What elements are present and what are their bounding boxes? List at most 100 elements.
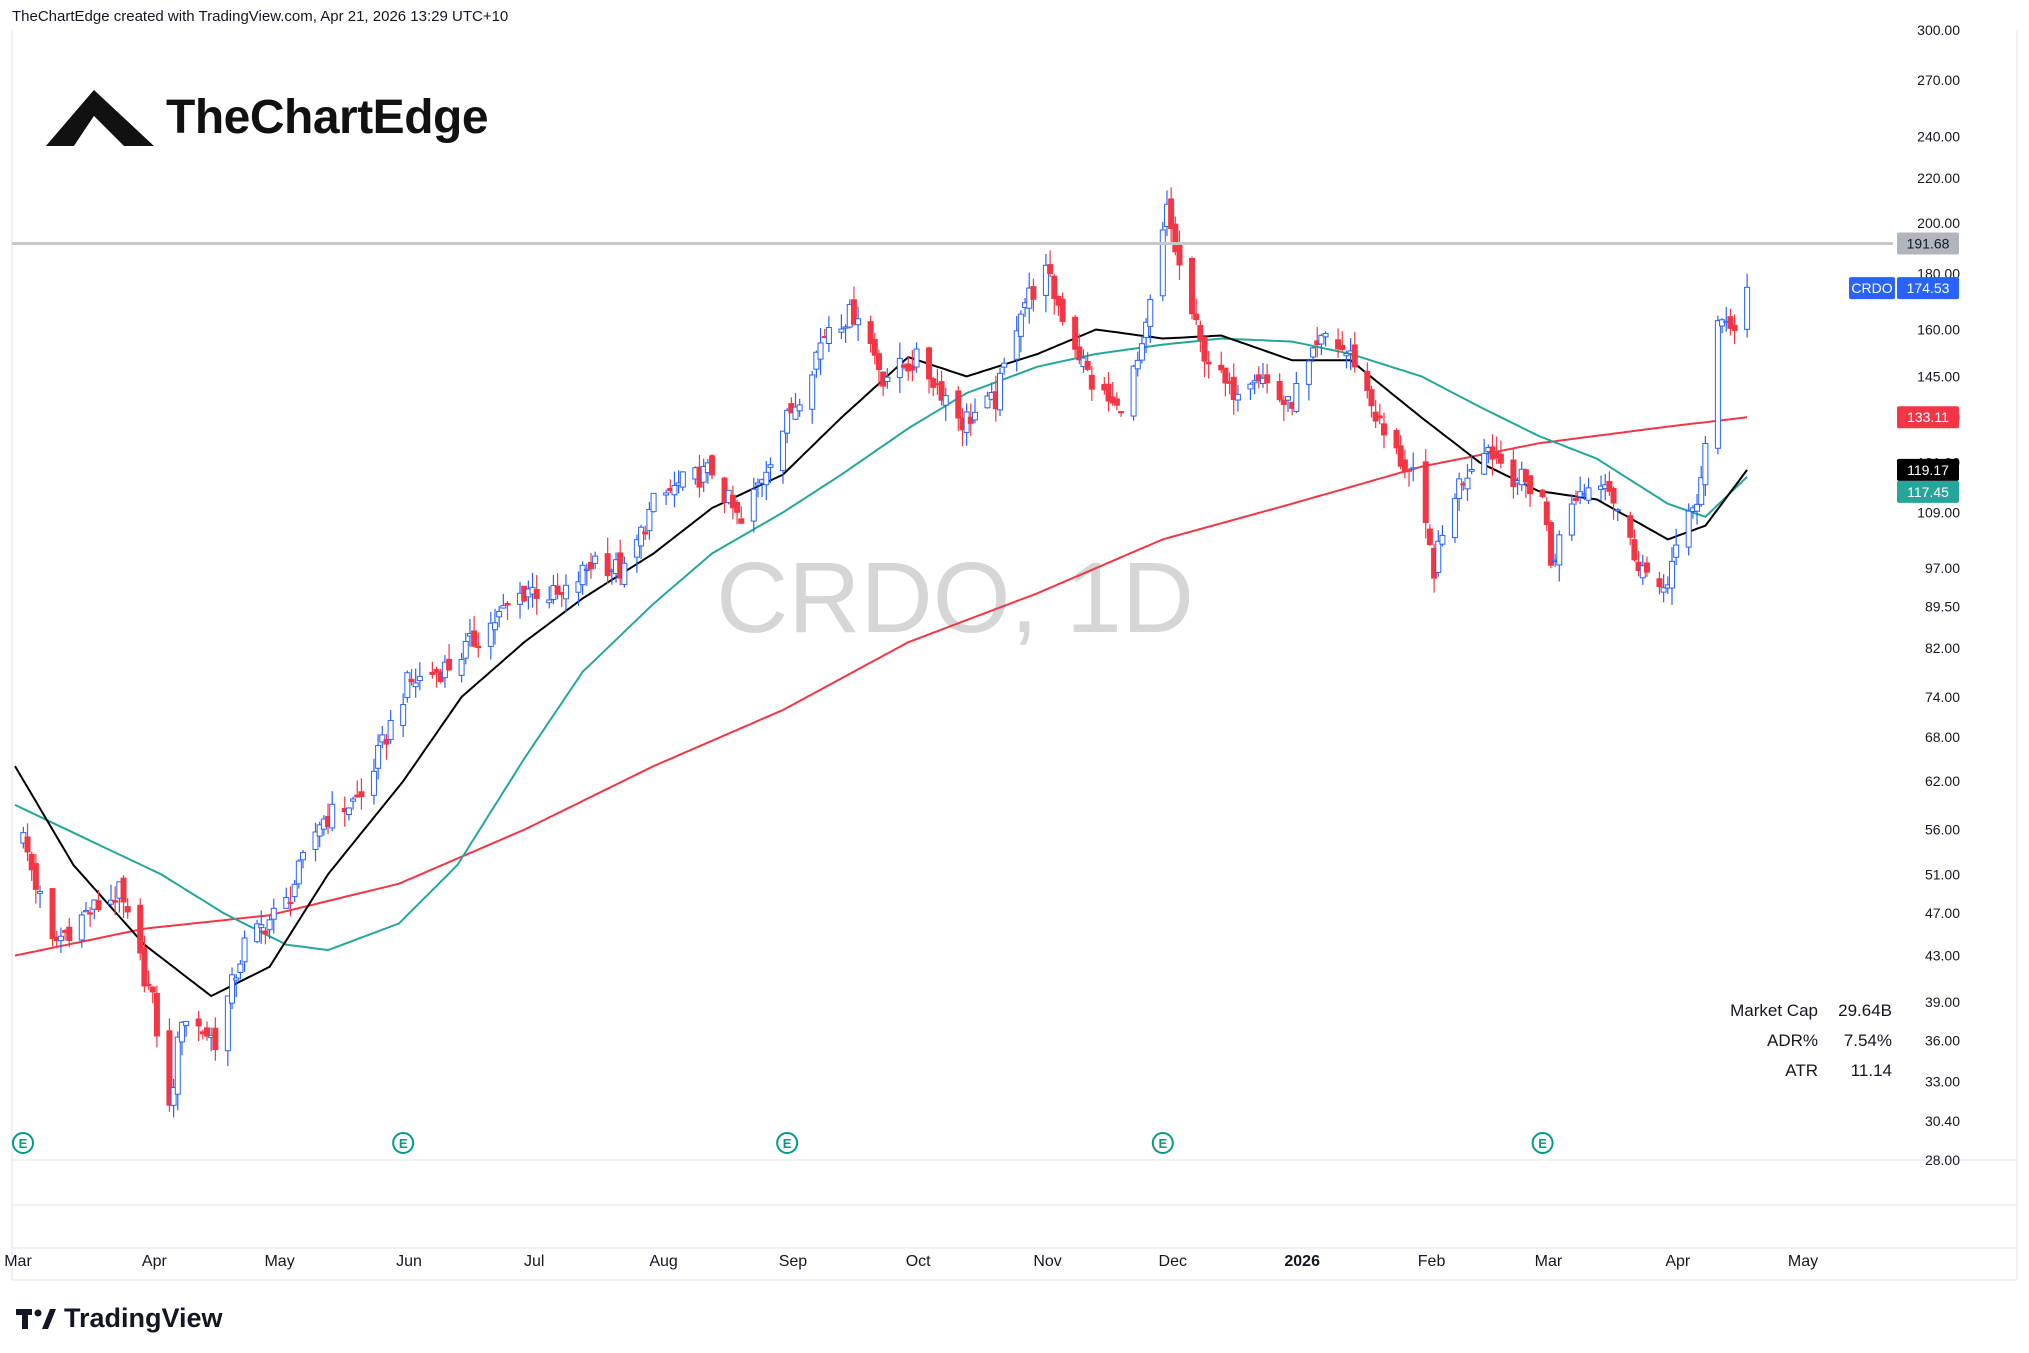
stat-label: ADR% bbox=[1766, 1031, 1818, 1050]
candle-body bbox=[1410, 467, 1417, 470]
candle-body bbox=[1451, 498, 1458, 539]
candle-body bbox=[1047, 264, 1054, 274]
earnings-marker[interactable]: E bbox=[12, 1132, 34, 1154]
candle-body bbox=[266, 919, 273, 931]
candle-body bbox=[429, 671, 436, 675]
candle-body bbox=[554, 585, 561, 595]
stat-row: ADR% 7.54% bbox=[1716, 1026, 1892, 1056]
candle-body bbox=[112, 900, 119, 903]
y-tick-label: 51.00 bbox=[1925, 866, 1960, 882]
candle-body bbox=[813, 351, 820, 370]
candle-body bbox=[24, 836, 31, 853]
candle-body bbox=[1130, 365, 1137, 417]
resistance-line[interactable]: 191.68 bbox=[12, 232, 1959, 255]
candle-body bbox=[1368, 389, 1375, 407]
candle-body bbox=[1339, 344, 1346, 351]
candle-body bbox=[254, 923, 261, 943]
candle-body bbox=[604, 553, 611, 577]
candle-body bbox=[270, 907, 277, 920]
earnings-marker[interactable]: E bbox=[392, 1132, 415, 1154]
earnings-marker[interactable]: E bbox=[1531, 1132, 1554, 1154]
candle-body bbox=[350, 798, 357, 802]
candle-body bbox=[1585, 487, 1592, 501]
candle-body bbox=[1076, 346, 1083, 361]
candle-body bbox=[1568, 503, 1575, 536]
y-tick-label: 97.00 bbox=[1925, 560, 1960, 576]
candle-body bbox=[1610, 488, 1617, 504]
candle-body bbox=[387, 719, 394, 740]
earnings-icon-letter: E bbox=[1538, 1136, 1547, 1151]
candle-body bbox=[170, 1086, 177, 1106]
candle-body bbox=[971, 411, 978, 421]
candle-body bbox=[638, 526, 645, 547]
candle-body bbox=[913, 348, 920, 368]
candle-body bbox=[1088, 374, 1095, 390]
candle-body bbox=[1673, 544, 1680, 558]
x-axis: Mar Apr May Jun Jul Aug Sep Oct Nov Dec 2026 Feb Mar… bbox=[4, 1253, 1818, 1270]
candle-body bbox=[592, 555, 599, 564]
candle-body bbox=[779, 430, 786, 472]
candle-body bbox=[700, 466, 707, 483]
candle-body bbox=[291, 883, 298, 898]
candle-body bbox=[734, 501, 741, 513]
x-tick-label: Jul bbox=[524, 1253, 544, 1270]
candle-body bbox=[1143, 321, 1150, 339]
price-tag-label: 174.53 bbox=[1907, 280, 1950, 296]
candle-body bbox=[1744, 286, 1751, 330]
candle-body bbox=[82, 910, 89, 913]
candle-body bbox=[1113, 398, 1120, 406]
candle-body bbox=[408, 678, 415, 683]
candle-body bbox=[750, 488, 757, 522]
candle-body bbox=[1134, 359, 1141, 370]
candle-body bbox=[1497, 453, 1504, 464]
candle-body bbox=[763, 471, 770, 486]
candle-body bbox=[1510, 459, 1517, 488]
earnings-marker[interactable]: E bbox=[1151, 1132, 1174, 1154]
candle-body bbox=[95, 900, 102, 911]
y-tick-label: 240.00 bbox=[1917, 128, 1960, 144]
candle-body bbox=[984, 395, 991, 409]
y-tick-label: 220.00 bbox=[1917, 170, 1960, 186]
candle-body bbox=[141, 947, 148, 987]
candle-body bbox=[1702, 443, 1709, 486]
candle-body bbox=[817, 342, 824, 360]
earnings-marker[interactable]: E bbox=[776, 1132, 799, 1154]
x-tick-label: Nov bbox=[1033, 1253, 1061, 1270]
earnings-icon-letter: E bbox=[783, 1136, 792, 1151]
candle-body bbox=[1335, 339, 1342, 350]
x-tick-label: Mar bbox=[4, 1253, 32, 1270]
candle-body bbox=[183, 1020, 190, 1027]
candle-body bbox=[491, 622, 498, 631]
candle-body bbox=[909, 365, 916, 371]
stat-label: ATR bbox=[1785, 1061, 1818, 1080]
candle-body bbox=[195, 1018, 202, 1027]
candle-body bbox=[28, 853, 35, 871]
tradingview-logo[interactable]: TradingView bbox=[16, 1303, 223, 1334]
candle-body bbox=[1397, 445, 1404, 467]
candle-body bbox=[1393, 429, 1400, 449]
candle-body bbox=[1614, 509, 1621, 512]
candle-body bbox=[433, 669, 440, 673]
candle-body bbox=[329, 803, 336, 829]
candle-body bbox=[1305, 360, 1312, 385]
candle-body bbox=[1606, 480, 1613, 492]
candle-body bbox=[583, 568, 590, 571]
candle-body bbox=[500, 605, 507, 609]
earnings-icon bbox=[1151, 1132, 1174, 1154]
candle-body bbox=[237, 963, 244, 974]
y-tick-label: 145.00 bbox=[1917, 368, 1960, 384]
candle-body bbox=[1042, 264, 1049, 296]
candle-body bbox=[1147, 299, 1154, 327]
resistance-tag-bg bbox=[1897, 232, 1959, 255]
candle-body bbox=[66, 926, 73, 942]
resistance-tag-label: 191.68 bbox=[1907, 235, 1950, 251]
candle-body bbox=[1401, 459, 1408, 473]
candle-body bbox=[1656, 578, 1663, 588]
candle-body bbox=[1276, 381, 1283, 401]
earnings-icon bbox=[1531, 1132, 1554, 1154]
price-tag-bg bbox=[1897, 480, 1959, 503]
brand-logo: TheChartEdge bbox=[44, 86, 489, 148]
y-tick-label: 43.00 bbox=[1925, 948, 1960, 964]
